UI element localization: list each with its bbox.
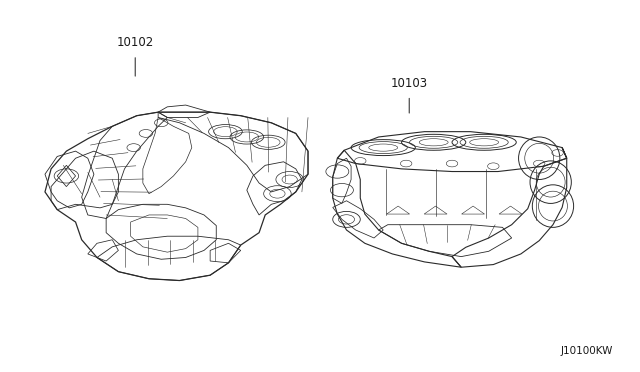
Text: 10102: 10102 [116,36,154,49]
Text: 10103: 10103 [390,77,428,90]
Text: J10100KW: J10100KW [561,346,613,356]
